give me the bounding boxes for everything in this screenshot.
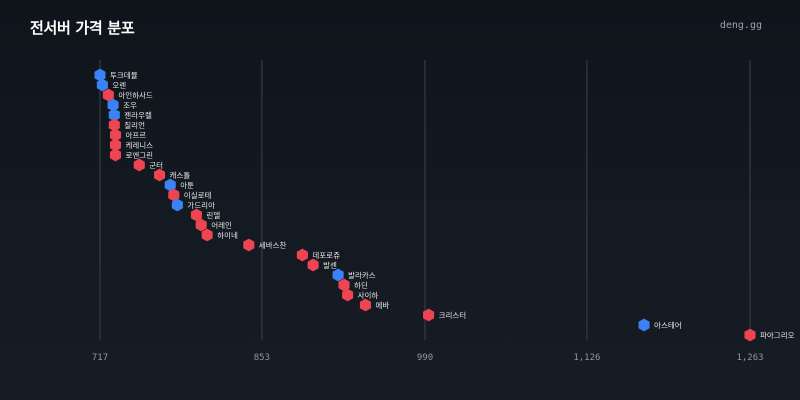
x-tick-label: 1,263 — [736, 353, 763, 363]
point-marker — [201, 228, 213, 242]
point-label: 아인하사드 — [118, 90, 153, 100]
data-point: 아스테어 — [638, 318, 682, 332]
x-tick-label: 853 — [254, 353, 270, 363]
point-label: 캐스톨 — [170, 171, 191, 180]
data-point: 에바 — [359, 298, 389, 312]
point-marker — [94, 68, 106, 82]
data-point: 젠라우렐 — [108, 108, 152, 122]
point-marker — [109, 148, 122, 162]
data-point: 질리언 — [108, 118, 145, 132]
point-label: 하딘 — [354, 280, 368, 290]
point-label: 세바스찬 — [259, 240, 287, 250]
point-label: 발센 — [323, 260, 337, 270]
point-label: 데포로쥬 — [312, 251, 340, 260]
point-marker — [96, 78, 108, 92]
point-label: 아툰 — [180, 180, 194, 190]
point-marker — [153, 168, 166, 182]
point-marker — [307, 258, 319, 272]
point-label: 이실로테 — [184, 190, 212, 200]
point-marker — [423, 308, 435, 322]
point-marker — [338, 278, 350, 292]
data-point: 하이네 — [201, 228, 238, 242]
point-label: 아프르 — [125, 130, 146, 140]
point-marker — [109, 138, 122, 152]
data-point: 투크데뮬 — [94, 68, 138, 82]
point-marker — [133, 158, 145, 172]
data-points: 투크데뮬오렌아인하사드조우젠라우렐질리언아프르케레니스로엔그린군터캐스톨아툰이실… — [94, 68, 795, 342]
point-label: 린델 — [206, 210, 220, 220]
data-point: 아인하사드 — [102, 88, 153, 102]
data-point: 파아그리오 — [744, 328, 795, 342]
x-tick-label: 1,126 — [573, 353, 600, 363]
data-point: 조우 — [107, 98, 137, 112]
point-marker — [168, 188, 180, 202]
point-label: 케레니스 — [125, 141, 153, 150]
point-label: 크리스터 — [439, 311, 467, 320]
point-marker — [342, 288, 354, 302]
data-point: 아툰 — [164, 178, 194, 192]
point-marker — [296, 248, 308, 262]
point-label: 군터 — [149, 161, 163, 170]
data-point: 캐스톨 — [153, 168, 191, 182]
brand-label: deng.gg — [719, 20, 762, 31]
point-marker — [108, 108, 120, 122]
point-marker — [243, 238, 255, 252]
data-point: 군터 — [133, 158, 163, 172]
point-marker — [164, 178, 176, 192]
data-point: 린델 — [190, 208, 220, 222]
point-marker — [171, 198, 183, 212]
point-label: 어레인 — [211, 220, 232, 230]
point-label: 젠라우렐 — [124, 111, 152, 120]
point-label: 질리언 — [124, 120, 145, 130]
point-marker — [195, 218, 207, 232]
point-label: 사이하 — [358, 290, 379, 300]
data-point: 데포로쥬 — [296, 248, 340, 262]
point-marker — [638, 318, 650, 332]
data-point: 발센 — [307, 258, 337, 272]
data-point: 발라카스 — [332, 268, 376, 282]
point-label: 가드리아 — [187, 200, 215, 210]
point-label: 에바 — [375, 300, 389, 310]
data-point: 케레니스 — [109, 138, 153, 152]
data-point: 세바스찬 — [243, 238, 287, 252]
data-point: 하딘 — [338, 278, 368, 292]
point-label: 하이네 — [217, 230, 238, 240]
data-point: 이실로테 — [168, 188, 212, 202]
point-label: 오렌 — [112, 80, 126, 90]
data-point: 크리스터 — [423, 308, 467, 322]
x-axis-ticks: 717 853 990 1,126 1,263 — [92, 353, 764, 363]
point-label: 조우 — [123, 101, 137, 110]
data-point: 가드리아 — [171, 198, 215, 212]
point-marker — [107, 98, 119, 112]
x-tick-label: 717 — [92, 353, 108, 363]
data-point: 로엔그린 — [109, 148, 153, 162]
data-point: 아프르 — [109, 128, 146, 142]
point-marker — [108, 118, 120, 132]
point-label: 투크데뮬 — [110, 71, 138, 80]
point-marker — [102, 88, 114, 102]
point-label: 로엔그린 — [125, 150, 153, 160]
point-marker — [109, 128, 122, 142]
point-marker — [359, 298, 372, 312]
data-point: 오렌 — [96, 78, 126, 92]
grid-lines — [99, 60, 751, 340]
point-label: 아스테어 — [654, 320, 682, 330]
x-tick-label: 990 — [417, 353, 433, 363]
data-point: 사이하 — [342, 288, 379, 302]
point-marker — [744, 328, 756, 342]
point-label: 발라카스 — [348, 271, 376, 280]
point-label: 파아그리오 — [760, 330, 795, 340]
point-marker — [332, 268, 344, 282]
chart-title: 전서버 가격 분포 — [30, 19, 135, 37]
point-marker — [190, 208, 202, 222]
data-point: 어레인 — [195, 218, 232, 232]
